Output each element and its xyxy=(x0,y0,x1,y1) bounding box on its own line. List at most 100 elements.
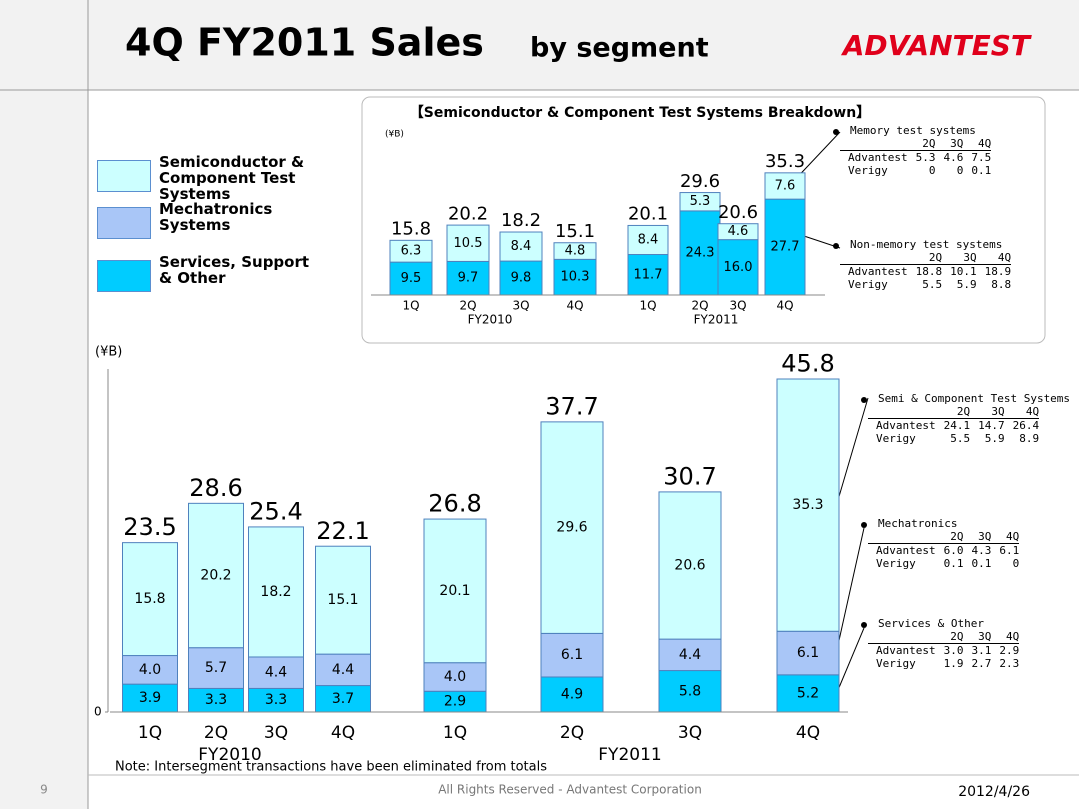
y-axis-label: (¥B) xyxy=(385,130,404,140)
bar-segment xyxy=(627,254,669,296)
bar-segment xyxy=(679,192,721,212)
cell: 6.1 xyxy=(999,544,1020,557)
value-label: 16.0 xyxy=(724,260,753,275)
x-tick-label: 4Q xyxy=(566,299,583,313)
row-name: Advantest xyxy=(876,644,936,657)
x-tick-label: 1Q xyxy=(138,723,162,743)
header-row: 2Q 3Q 4Q xyxy=(868,630,1020,644)
cell: 5.5 xyxy=(950,432,971,445)
cell: 3.1 xyxy=(971,644,992,657)
total-label: 26.8 xyxy=(428,490,481,518)
column-header: 3Q xyxy=(942,251,977,265)
page-number: 9 xyxy=(40,783,48,797)
bar-segment xyxy=(122,542,178,657)
cell xyxy=(840,137,908,151)
column-header: 4Q xyxy=(991,630,1020,644)
breakdown-table: 2Q 3Q 4Q Advantest 6.0 4.3 6.1 Verigy 0.1 0.1 0 xyxy=(868,530,1020,570)
value-label: 9.8 xyxy=(511,271,532,286)
value-label: 29.6 xyxy=(556,520,587,536)
breakdown-table: 2Q 3Q 4Q Advantest 24.1 14.7 26.4 Verigy 5.5 5.9 8… xyxy=(868,405,1040,445)
cell: 4.3 xyxy=(971,544,992,557)
callout-dot xyxy=(833,129,839,135)
cell: 10.1 xyxy=(950,265,977,278)
row: Advantest 5.3 4.6 7.5 xyxy=(840,151,992,164)
value-label: 6.3 xyxy=(401,244,422,259)
total-label: 25.4 xyxy=(249,498,302,526)
callout-dot xyxy=(861,522,867,528)
breakdown: Services & Other 2Q 3Q 4Q Advantest 3.0 3.1 2.9… xyxy=(868,617,1020,670)
bar-segment xyxy=(540,421,604,634)
cell: 3.0 xyxy=(943,644,964,657)
group-label: FY2011 xyxy=(598,745,661,765)
cell: 26.4 xyxy=(1012,419,1040,432)
value-label: 2.9 xyxy=(444,694,466,710)
total-label: 30.7 xyxy=(663,463,716,491)
bar-segment xyxy=(776,674,840,713)
bar-segment xyxy=(423,518,487,664)
column-header: 2Q xyxy=(907,137,936,151)
x-tick-label: 1Q xyxy=(639,299,656,313)
bar-segment xyxy=(389,261,433,296)
value-label: 4.9 xyxy=(561,686,583,702)
row-name: Verigy xyxy=(848,164,888,177)
callout-line xyxy=(837,397,869,501)
total-label: 28.6 xyxy=(189,474,242,502)
cell: 0 xyxy=(1012,557,1020,570)
total-label: 45.8 xyxy=(781,350,834,378)
value-label: 6.1 xyxy=(561,647,583,663)
breakdown-table: 2Q 3Q 4Q Advantest 3.0 3.1 2.9 Verigy 1.9 2.7 2.3 xyxy=(868,630,1020,670)
total-label: 20.6 xyxy=(718,202,758,223)
x-tick-label: 2Q xyxy=(459,299,476,313)
bar-segment xyxy=(248,526,304,658)
value-label: 4.0 xyxy=(444,669,466,685)
y-tick-label: 0 xyxy=(94,705,102,719)
breakdown-table: 2Q 3Q 4Q Advantest 18.8 10.1 18.9 Verigy 5.5 5.9 8… xyxy=(840,251,1012,291)
bar-segment xyxy=(764,172,806,200)
total-label: 18.2 xyxy=(501,210,541,231)
bar-segment xyxy=(776,378,840,632)
x-tick-label: 4Q xyxy=(796,723,820,743)
value-label: 4.0 xyxy=(139,662,161,678)
breakdown-title: Mechatronics xyxy=(878,517,958,530)
legend-label: Mechatronics Systems xyxy=(159,200,273,234)
group-label: FY2010 xyxy=(468,313,513,327)
bar-segment xyxy=(553,242,597,260)
breakdown-title: Services & Other xyxy=(878,617,984,630)
cell: 7.5 xyxy=(971,151,992,164)
cell: 18.8 xyxy=(915,265,943,278)
cell: 2.3 xyxy=(999,657,1020,670)
note: Note: Intersegment transactions have bee… xyxy=(115,760,547,775)
value-label: 24.3 xyxy=(686,245,715,260)
cell: 4.6 xyxy=(943,151,964,164)
logo: ADVANTEST xyxy=(841,29,1032,62)
breakdown: Memory test systems 2Q 3Q 4Q Advantest 5.3 4.6… xyxy=(840,124,992,177)
total-label: 22.1 xyxy=(316,517,369,545)
value-label: 5.2 xyxy=(797,685,819,701)
bar-segment xyxy=(248,656,304,689)
y-axis-label: (¥B) xyxy=(95,345,122,360)
row-name: Advantest xyxy=(876,544,936,557)
cell: 1.9 xyxy=(943,657,964,670)
column-header: 3Q xyxy=(970,405,1005,419)
total-label: 15.8 xyxy=(391,219,431,240)
cell: 14.7 xyxy=(978,419,1005,432)
value-label: 4.6 xyxy=(728,224,749,239)
column-header: 3Q xyxy=(963,530,992,544)
legend-label: Semiconductor & Component Test Systems xyxy=(159,153,305,203)
row: Advantest 24.1 14.7 26.4 xyxy=(868,419,1040,432)
column-header: 2Q xyxy=(935,405,971,419)
bar-segment xyxy=(658,491,722,640)
column-header: 4Q xyxy=(963,137,992,151)
header-row: 2Q 3Q 4Q xyxy=(868,530,1020,544)
bar-segment xyxy=(717,239,759,296)
column-header: 4Q xyxy=(1004,405,1040,419)
cell: 5.9 xyxy=(956,278,977,291)
value-label: 3.9 xyxy=(139,690,161,706)
total-label: 20.2 xyxy=(448,203,488,224)
bar-segment xyxy=(764,198,806,296)
value-label: 9.7 xyxy=(458,271,479,286)
bar-segment xyxy=(627,224,669,256)
cell: 0.1 xyxy=(971,164,992,177)
x-tick-label: 2Q xyxy=(691,299,708,313)
total-label: 15.1 xyxy=(555,221,595,242)
